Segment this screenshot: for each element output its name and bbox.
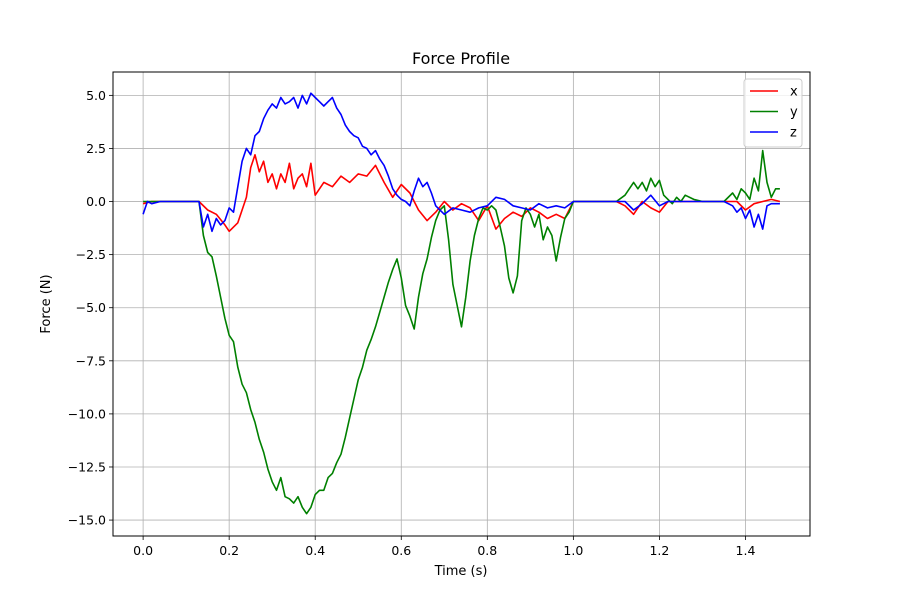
x-tick-label: 0.6 — [391, 543, 411, 558]
legend-label-z: z — [790, 126, 797, 141]
x-tick-label: 0.8 — [477, 543, 497, 558]
y-axis-ticks: 5.0 2.5 0.0 −2.5 −5.0 −7.5 −10.0 −12.5 −15.0 — [68, 88, 113, 528]
y-tick-label: −7.5 — [76, 353, 106, 368]
y-tick-label: −2.5 — [76, 247, 106, 262]
legend-label-y: y — [790, 105, 798, 120]
plot-frame — [112, 71, 811, 537]
x-axis-ticks: 0.0 0.2 0.4 0.6 0.8 1.0 1.2 1.4 — [133, 536, 755, 558]
x-axis-label: Time (s) — [434, 564, 488, 579]
y-tick-label: −10.0 — [68, 406, 106, 421]
y-tick-label: 0.0 — [86, 194, 106, 209]
x-tick-label: 0.4 — [305, 543, 325, 558]
plot-lines — [142, 92, 781, 515]
y-axis-label: Force (N) — [39, 274, 54, 333]
legend: xyz — [743, 78, 803, 148]
series-line-z — [142, 92, 780, 233]
x-tick-label: 1.0 — [563, 543, 583, 558]
y-tick-label: −5.0 — [76, 300, 106, 315]
y-tick-label: 5.0 — [86, 88, 106, 103]
y-tick-label: −15.0 — [68, 513, 106, 528]
legend-label-x: x — [790, 85, 798, 100]
legend-box — [743, 78, 803, 148]
x-tick-label: 1.2 — [649, 543, 669, 558]
legend-entries: xyz — [750, 85, 798, 141]
chart-title: Force Profile — [412, 49, 510, 68]
x-tick-label: 0.2 — [219, 543, 239, 558]
y-tick-label: 2.5 — [86, 141, 106, 156]
x-tick-label: 0.0 — [133, 543, 153, 558]
x-tick-label: 1.4 — [736, 543, 756, 558]
y-tick-label: −12.5 — [68, 459, 106, 474]
